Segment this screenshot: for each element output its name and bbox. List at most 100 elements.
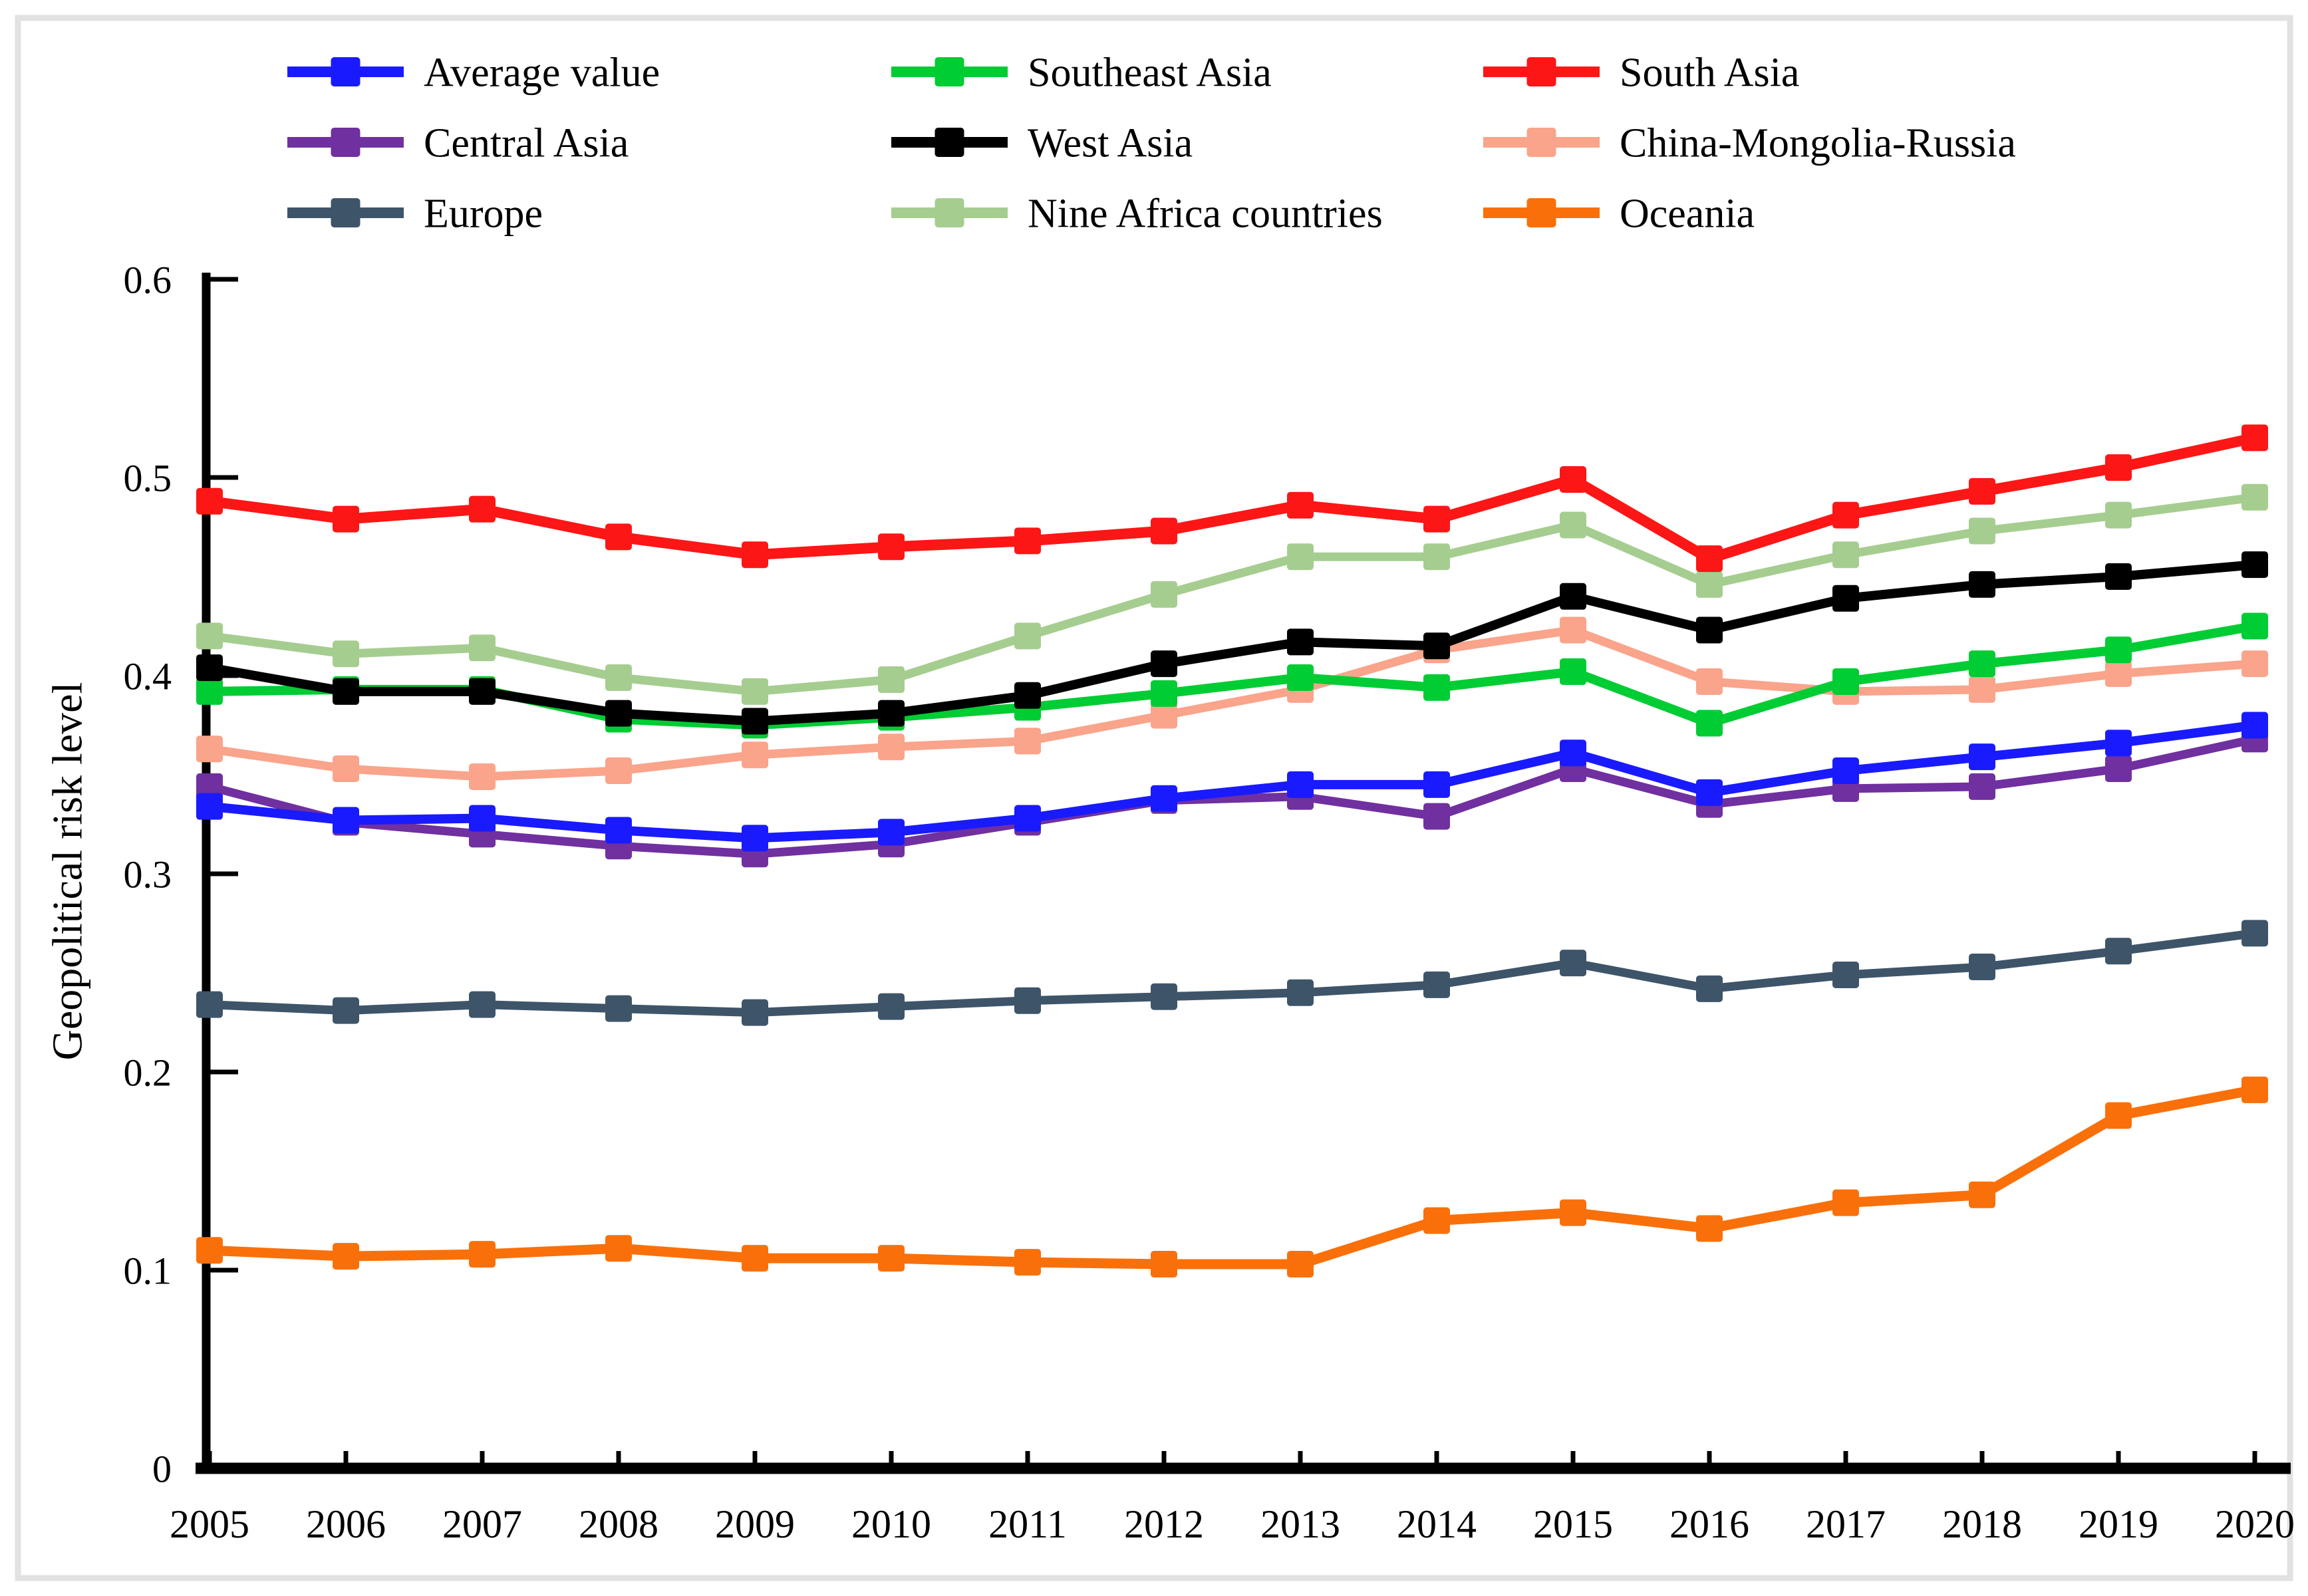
data-point-marker: [2241, 650, 2268, 678]
x-tick-label: 2011: [988, 1502, 1067, 1546]
data-point-marker: [2105, 660, 2132, 688]
data-point-marker: [196, 487, 223, 515]
data-point-marker: [1423, 771, 1450, 798]
data-point-marker: [1151, 650, 1177, 678]
data-point-marker: [1151, 581, 1177, 608]
x-tick-label: 2005: [170, 1502, 249, 1546]
series-average-value: [196, 712, 2268, 852]
data-point-marker: [878, 533, 905, 561]
legend-marker-icon: [935, 57, 964, 86]
legend: Average value Southeast Asia South Asia Cen…: [287, 51, 2016, 237]
data-point-marker: [605, 664, 632, 691]
data-point-marker: [469, 495, 496, 523]
legend-label: West Asia: [1028, 121, 1193, 166]
series-south-asia: [196, 424, 2268, 573]
series-oceania: [196, 1076, 2268, 1278]
data-point-marker: [2241, 612, 2268, 640]
data-point-marker: [742, 825, 768, 852]
data-point-marker: [1969, 954, 1995, 981]
data-point-marker: [742, 541, 768, 569]
x-tick-label: 2009: [715, 1502, 795, 1546]
data-point-marker: [469, 805, 496, 832]
y-tick-label: 0.3: [124, 853, 172, 896]
x-tick-label: 2007: [442, 1502, 522, 1546]
data-point-marker: [1151, 785, 1177, 812]
data-point-marker: [878, 700, 905, 727]
legend-item-oceania: Oceania: [1483, 192, 1755, 237]
data-point-marker: [196, 991, 223, 1018]
data-point-marker: [1696, 710, 1723, 737]
data-point-marker: [1969, 676, 1995, 703]
data-point-marker: [1287, 628, 1314, 656]
data-point-marker: [1696, 545, 1723, 573]
data-point-marker: [878, 993, 905, 1020]
data-point-marker: [1014, 622, 1041, 650]
data-point-marker: [1560, 511, 1586, 539]
data-point-marker: [1423, 505, 1450, 533]
data-point-marker: [1014, 527, 1041, 555]
legend-marker-icon: [935, 198, 964, 227]
data-point-marker: [333, 807, 359, 834]
data-point-marker: [605, 995, 632, 1022]
data-point-marker: [2241, 483, 2268, 511]
legend-marker-icon: [1526, 57, 1556, 86]
x-tick-label: 2017: [1806, 1502, 1886, 1546]
data-point-marker: [1832, 757, 1859, 785]
legend-item-southeast-asia: Southeast Asia: [891, 51, 1272, 96]
series-line: [208, 432, 2256, 565]
x-tick-label: 2006: [306, 1502, 386, 1546]
legend-label: Oceania: [1620, 192, 1755, 237]
data-point-marker: [1969, 571, 1995, 598]
series-europe: [196, 920, 2268, 1026]
data-point-marker: [1969, 1181, 1995, 1208]
data-point-marker: [1560, 1199, 1586, 1226]
legend-marker-icon: [331, 198, 361, 227]
data-point-marker: [1151, 702, 1177, 729]
data-point-marker: [1560, 739, 1586, 767]
y-tick-label: 0.2: [124, 1051, 172, 1094]
data-point-marker: [469, 634, 496, 662]
legend-item-west-asia: West Asia: [891, 121, 1193, 166]
data-point-marker: [196, 654, 223, 682]
legend-item-average-value: Average value: [287, 51, 660, 96]
data-point-marker: [1423, 803, 1450, 830]
legend-marker-icon: [1526, 198, 1556, 227]
data-point-marker: [605, 817, 632, 844]
data-point-marker: [196, 735, 223, 763]
data-point-marker: [2241, 424, 2268, 452]
y-axis-label: Geopolitical risk level: [43, 682, 90, 1061]
x-tick-label: 2008: [579, 1502, 658, 1546]
data-point-marker: [2105, 563, 2132, 590]
data-point-marker: [878, 666, 905, 693]
data-point-marker: [1423, 1207, 1450, 1234]
data-point-marker: [2241, 1076, 2268, 1103]
legend-item-south-asia: South Asia: [1483, 51, 1799, 96]
legend-marker-icon: [331, 57, 361, 86]
data-point-marker: [1151, 1251, 1177, 1278]
series-nine-africa-countries: [196, 483, 2268, 705]
data-point-marker: [333, 997, 359, 1024]
data-point-marker: [1287, 543, 1314, 571]
data-point-marker: [196, 793, 223, 820]
data-point-marker: [333, 640, 359, 668]
legend-label: Southeast Asia: [1028, 51, 1272, 96]
data-point-marker: [2105, 501, 2132, 529]
data-point-marker: [469, 991, 496, 1018]
data-point-marker: [1560, 950, 1586, 977]
series-line: [209, 928, 2255, 1017]
data-point-marker: [469, 763, 496, 790]
data-point-marker: [1832, 961, 1859, 988]
data-point-marker: [1969, 477, 1995, 505]
series-west-asia: [196, 551, 2268, 735]
data-point-marker: [2105, 755, 2132, 783]
y-tick-label: 0.4: [124, 654, 172, 698]
legend-item-europe: Europe: [287, 192, 543, 237]
series-line: [209, 625, 2255, 781]
data-point-marker: [1287, 771, 1314, 798]
series-line: [208, 735, 2256, 859]
legend-item-central-asia: Central Asia: [287, 121, 629, 166]
data-point-marker: [333, 755, 359, 783]
data-point-marker: [1969, 650, 1995, 678]
data-point-marker: [1969, 743, 1995, 771]
data-point-marker: [2241, 920, 2268, 947]
